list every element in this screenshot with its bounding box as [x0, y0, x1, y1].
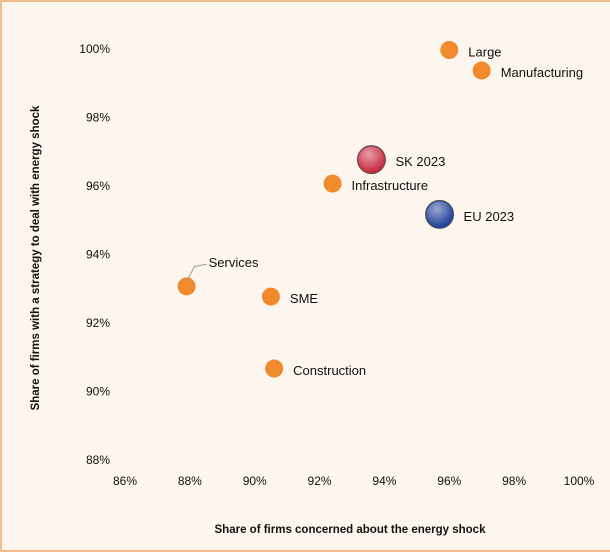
point-label: SK 2023	[395, 154, 445, 169]
point-label: Services	[209, 255, 259, 270]
leader-line	[186, 263, 207, 282]
point-label: Manufacturing	[501, 65, 583, 80]
y-tick-label: 100%	[79, 42, 110, 56]
x-tick-label: 98%	[502, 474, 526, 488]
point-label: Infrastructure	[352, 178, 429, 193]
y-tick-label: 88%	[86, 453, 110, 467]
point	[472, 61, 491, 80]
x-tick-label: 88%	[178, 474, 202, 488]
point-label: Construction	[293, 363, 366, 378]
point	[440, 41, 459, 59]
y-tick-label: 90%	[86, 385, 110, 399]
x-tick-label: 92%	[308, 474, 332, 488]
x-tick-label: 90%	[243, 474, 267, 488]
point-label: SME	[290, 291, 319, 306]
point	[265, 359, 284, 378]
y-axis-title: Share of firms with a strategy to deal w…	[30, 105, 42, 410]
x-axis-title: Share of firms concerned about the energ…	[215, 524, 487, 536]
x-tick-label: 94%	[372, 474, 396, 488]
x-tick-label: 86%	[113, 474, 137, 488]
y-tick-label: 96%	[86, 179, 110, 193]
point-gloss	[426, 201, 453, 228]
y-tick-label: 92%	[86, 316, 110, 330]
x-tick-label: 100%	[564, 474, 595, 488]
x-tick-label: 96%	[437, 474, 461, 488]
point-label: EU 2023	[464, 209, 515, 224]
point	[177, 277, 196, 296]
y-tick-label: 94%	[86, 248, 110, 262]
point	[261, 287, 280, 306]
point-label: Large	[468, 44, 501, 59]
point-gloss	[358, 146, 385, 173]
point	[323, 174, 342, 193]
y-tick-label: 98%	[86, 111, 110, 125]
